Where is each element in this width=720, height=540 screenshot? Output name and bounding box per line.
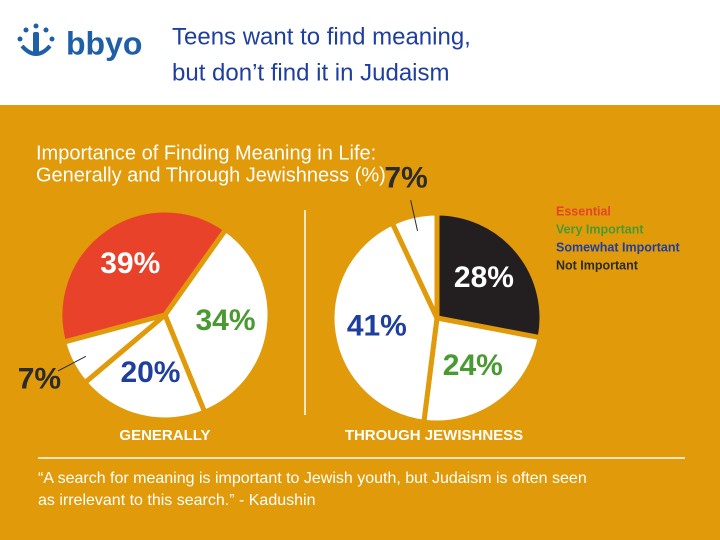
figure-title: Importance of Finding Meaning in Life: <box>36 142 376 164</box>
quote: as irrelevant to this search.” - Kadushi… <box>38 492 315 509</box>
value-label: 39% <box>100 247 160 280</box>
value-label: 20% <box>120 356 180 389</box>
quote: “A search for meaning is important to Je… <box>38 470 587 487</box>
value-label: 24% <box>443 349 503 382</box>
pie-slice <box>162 226 273 415</box>
slide-title: Teens want to find meaning, <box>172 23 471 50</box>
pie-label: THROUGH JEWISHNESS <box>345 427 523 444</box>
legend-entry: Somewhat Important <box>556 240 680 254</box>
pie-slice <box>421 315 543 426</box>
pie-slice <box>434 210 545 341</box>
figure-title: Generally and Through Jewishness (%) <box>36 164 386 186</box>
legend-entry: Not Important <box>556 258 639 272</box>
header-bg <box>0 0 720 105</box>
leader-line <box>410 200 419 232</box>
value-label: 34% <box>195 304 255 337</box>
legend-entry: Essential <box>556 204 611 218</box>
leader-line <box>57 355 87 372</box>
pie-slice <box>57 207 229 345</box>
value-label: 7% <box>384 162 427 195</box>
value-label: 28% <box>454 261 514 294</box>
pie-slice <box>82 312 208 423</box>
logo-icon <box>17 23 55 56</box>
value-label: 7% <box>18 363 61 396</box>
value-label: 41% <box>347 309 407 342</box>
logo-text: bbyo <box>66 25 142 61</box>
pie-slice <box>329 220 440 425</box>
slide-title: but don’t find it in Judaism <box>172 59 450 86</box>
pie-label: GENERALLY <box>119 427 210 444</box>
legend-entry: Very Important <box>556 222 644 236</box>
